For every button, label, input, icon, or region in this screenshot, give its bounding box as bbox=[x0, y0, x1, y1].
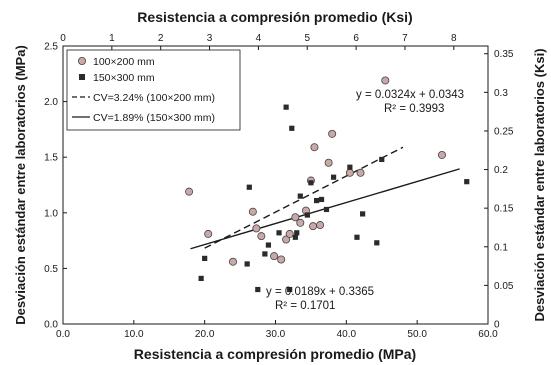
y2-tick-label: 0.25 bbox=[494, 126, 514, 137]
point-100x200-0 bbox=[185, 187, 194, 196]
x2-tick-label: 4 bbox=[256, 33, 262, 44]
point-150x300-4 bbox=[255, 286, 261, 293]
point-150x300-18 bbox=[323, 206, 330, 213]
x2-tick-label: 8 bbox=[451, 33, 457, 44]
trendline-dashed bbox=[204, 146, 404, 249]
points-layer bbox=[185, 76, 470, 293]
point-150x300-19 bbox=[330, 174, 337, 180]
point-150x300-5 bbox=[262, 251, 268, 257]
left-axis-title: Desviación estándar entre laboratorios (… bbox=[13, 45, 28, 325]
legend-label-100x200: 100×200 mm bbox=[93, 56, 155, 68]
point-100x200-21 bbox=[381, 76, 390, 85]
point-100x200-5 bbox=[257, 232, 266, 241]
point-150x300-22 bbox=[360, 211, 366, 217]
point-100x200-10 bbox=[291, 213, 300, 222]
x-tick-label: 20.0 bbox=[195, 329, 215, 340]
legend-box bbox=[66, 49, 241, 131]
legend-marker-circle bbox=[78, 57, 87, 66]
point-100x200-4 bbox=[252, 224, 261, 233]
y-tick-label: 0.5 bbox=[44, 264, 58, 275]
right-axis-title: Desviación estándar entre laboratorios (… bbox=[532, 48, 547, 321]
y2-tick-label: 0.2 bbox=[494, 165, 508, 176]
legend-marker-square bbox=[79, 74, 85, 80]
point-100x200-15 bbox=[310, 143, 319, 152]
point-150x300-25 bbox=[464, 179, 470, 185]
r2-dashed: R² = 0.3993 bbox=[384, 103, 444, 115]
point-100x200-2 bbox=[228, 257, 237, 266]
x2-tick-label: 7 bbox=[402, 33, 408, 44]
point-150x300-2 bbox=[244, 261, 250, 267]
x2-tick-label: 0 bbox=[60, 33, 66, 44]
y-tick-label: 0.0 bbox=[44, 320, 58, 331]
bottom-axis-title: Resistencia a compresión promedio (MPa) bbox=[134, 346, 416, 362]
x2-tick-label: 3 bbox=[207, 33, 213, 44]
point-150x300-3 bbox=[246, 184, 252, 190]
point-100x200-9 bbox=[285, 229, 294, 238]
y2-tick-label: 0.3 bbox=[494, 88, 508, 99]
point-100x200-3 bbox=[248, 207, 257, 216]
point-150x300-23 bbox=[374, 240, 380, 246]
x-tick-label: 60.0 bbox=[478, 329, 498, 340]
r2-solid: R² = 0.1701 bbox=[275, 300, 335, 312]
point-100x200-20 bbox=[356, 168, 365, 177]
top-axis-title: Resistencia a compresión promedio (Ksi) bbox=[137, 9, 412, 25]
y-tick-label: 2.0 bbox=[44, 97, 58, 108]
x-tick-label: 30.0 bbox=[266, 329, 286, 340]
point-150x300-11 bbox=[292, 234, 298, 240]
point-150x300-16 bbox=[313, 197, 320, 204]
y2-tick-label: 0.35 bbox=[494, 49, 514, 60]
x2-tick-label: 1 bbox=[109, 33, 115, 44]
point-150x300-15 bbox=[308, 180, 314, 186]
y2-tick-label: 0.05 bbox=[494, 281, 514, 292]
point-100x200-17 bbox=[324, 158, 333, 167]
x-tick-label: 40.0 bbox=[337, 329, 357, 340]
y2-tick-label: 0 bbox=[494, 320, 500, 331]
point-100x200-22 bbox=[437, 150, 446, 159]
x-tick-label: 0.0 bbox=[56, 329, 70, 340]
y2-tick-label: 0.1 bbox=[494, 242, 508, 253]
point-150x300-13 bbox=[297, 193, 303, 199]
point-150x300-20 bbox=[347, 164, 353, 170]
point-100x200-19 bbox=[345, 168, 354, 177]
point-150x300-17 bbox=[318, 196, 325, 203]
point-150x300-10 bbox=[289, 125, 295, 131]
x2-tick-label: 6 bbox=[353, 33, 359, 44]
equation-dashed: y = 0.0324x + 0.0343 bbox=[356, 89, 464, 101]
x2-tick-label: 2 bbox=[158, 33, 164, 44]
x2-tick-label: 5 bbox=[304, 33, 310, 44]
ticks-layer: 0.0 10.0 20.0 30.0 40.0 50.0 60.0 0.0 0.5 1.0 1.5 2… bbox=[44, 33, 514, 340]
point-150x300-12 bbox=[294, 230, 300, 236]
point-100x200-14 bbox=[309, 222, 318, 231]
legend-label-trend-dashed: CV=3.24% (100×200 mm) bbox=[93, 92, 215, 104]
y2-tick-label: 0.15 bbox=[494, 204, 514, 215]
point-150x300-0 bbox=[198, 275, 204, 282]
equation-solid: y = 0.0189x + 0.3365 bbox=[266, 286, 374, 298]
point-100x200-7 bbox=[277, 255, 286, 264]
x-tick-label: 50.0 bbox=[407, 329, 427, 340]
legend: 100×200 mm 150×300 mm CV=3.24% (100×200 … bbox=[66, 49, 241, 131]
point-150x300-8 bbox=[283, 104, 289, 110]
point-150x300-9 bbox=[287, 286, 293, 293]
point-100x200-16 bbox=[316, 221, 325, 230]
x-tick-label: 10.0 bbox=[124, 329, 144, 340]
point-150x300-6 bbox=[265, 242, 272, 248]
point-100x200-8 bbox=[282, 235, 291, 244]
point-150x300-14 bbox=[304, 212, 310, 218]
point-150x300-1 bbox=[202, 255, 208, 261]
point-100x200-11 bbox=[296, 218, 305, 227]
point-100x200-18 bbox=[328, 129, 337, 138]
point-100x200-1 bbox=[204, 229, 213, 238]
legend-label-trend-solid: CV=1.89% (150×300 mm) bbox=[93, 112, 215, 124]
point-150x300-21 bbox=[354, 234, 360, 240]
legend-label-150x300: 150×300 mm bbox=[93, 72, 155, 84]
point-100x200-6 bbox=[270, 252, 279, 261]
y-tick-label: 1.5 bbox=[44, 153, 58, 164]
y-tick-label: 1.0 bbox=[44, 208, 58, 219]
y-tick-label: 2.5 bbox=[44, 42, 58, 53]
point-150x300-7 bbox=[276, 230, 282, 236]
point-150x300-24 bbox=[379, 156, 385, 163]
